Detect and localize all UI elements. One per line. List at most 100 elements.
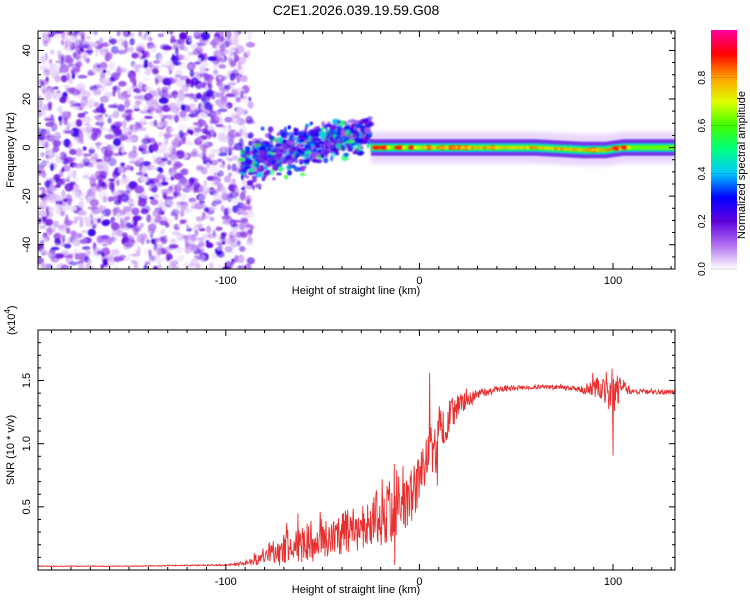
heatmap-cell [114, 228, 123, 236]
heatmap-cell [219, 53, 225, 59]
heatmap-cell [103, 91, 113, 98]
heatmap-cell [197, 42, 207, 47]
snr-multiplier-base: (x10 [6, 314, 18, 335]
heatmap-cell [119, 257, 125, 261]
heatmap-cell [38, 236, 48, 244]
heatmap-cell [68, 79, 74, 84]
heatmap-cell [167, 66, 171, 70]
heatmap-cell [245, 119, 255, 125]
heatmap-cell [178, 129, 184, 139]
heatmap-cell [208, 153, 215, 159]
heatmap-cell [117, 49, 127, 55]
heatmap-cell [247, 32, 252, 41]
spectrogram-frame [37, 30, 676, 270]
heatmap-cell [297, 142, 304, 146]
heatmap-cell [188, 197, 196, 202]
heatmap-cell [326, 142, 333, 148]
heatmap-cell [59, 96, 67, 104]
colorbar-tick-label: 0.8 [697, 70, 708, 84]
heatmap-cell [368, 121, 373, 126]
heatmap-cell [300, 165, 308, 169]
heatmap-cell [190, 77, 199, 86]
heatmap-cell [46, 207, 56, 214]
heatmap-cell [303, 140, 309, 143]
heatmap-cell [216, 52, 222, 61]
heatmap-cell [333, 145, 337, 151]
heatmap-cell [45, 179, 51, 189]
heatmap-cell [338, 137, 343, 142]
heatmap-cell [124, 99, 130, 108]
heatmap-cell [198, 112, 208, 119]
heatmap-cell [99, 215, 104, 221]
heatmap-cell [175, 99, 185, 106]
carrier-core [455, 146, 459, 149]
heatmap-cell [77, 209, 87, 217]
heatmap-cell [329, 136, 334, 140]
snr-xtick-label: -100 [215, 576, 237, 588]
heatmap-cell [339, 134, 346, 137]
heatmap-cell [266, 161, 273, 168]
heatmap-cell [220, 205, 225, 213]
carrier-core [433, 146, 437, 149]
carrier-core [489, 146, 493, 149]
carrier-core [569, 148, 573, 151]
heatmap-cell [82, 111, 89, 115]
heatmap-cell [278, 165, 284, 172]
heatmap-cell [55, 174, 61, 180]
heatmap-cell [329, 124, 335, 130]
heatmap-cell [229, 191, 239, 199]
heatmap-cell [112, 128, 123, 134]
heatmap-cell [223, 206, 232, 216]
heatmap-cell [101, 208, 112, 217]
snr-ytick-label: 0.5 [21, 499, 33, 514]
heatmap-cell [204, 91, 211, 97]
snr-xlabel: Height of straight line (km) [292, 584, 420, 596]
heatmap-cell [222, 124, 231, 134]
carrier-core [513, 146, 518, 149]
heatmap-cell [85, 35, 92, 40]
carrier-core [442, 146, 446, 149]
heatmap-cell [75, 118, 83, 127]
heatmap-cell [132, 145, 137, 153]
heatmap-cell [60, 264, 70, 269]
heatmap-cell [80, 51, 84, 59]
heatmap-cell [61, 167, 65, 173]
heatmap-cell [303, 134, 307, 138]
heatmap-cell [173, 114, 180, 123]
heatmap-cell [152, 68, 159, 75]
heatmap-cell [64, 40, 72, 47]
heatmap-cell [112, 171, 119, 179]
heatmap-cell [107, 104, 118, 109]
carrier-core [498, 146, 502, 149]
svg-text:(x104): (x104) [3, 305, 18, 335]
heatmap-cell [96, 64, 101, 68]
heatmap-cell [80, 238, 88, 245]
heatmap-cell [84, 126, 95, 133]
heatmap-cell [284, 144, 288, 151]
heatmap-cell [159, 131, 165, 136]
heatmap-cell [135, 157, 142, 165]
heatmap-cell [143, 259, 154, 264]
heatmap-cell [224, 245, 233, 253]
heatmap-cell [337, 119, 341, 125]
heatmap-cell [72, 106, 81, 110]
heatmap-cell [128, 131, 132, 135]
heatmap-cell [266, 154, 273, 158]
heatmap-cell [43, 78, 49, 85]
heatmap-cell [194, 108, 200, 116]
heatmap-cell [302, 153, 310, 159]
heatmap-cell [221, 76, 227, 81]
heatmap-cell [67, 197, 72, 206]
heatmap-cell [72, 177, 80, 183]
heatmap-cell [174, 184, 182, 193]
heatmap-cell [192, 122, 201, 126]
heatmap-cell [236, 240, 241, 247]
heatmap-cell [151, 154, 156, 159]
heatmap-cell [93, 102, 100, 108]
heatmap-cell [230, 36, 239, 44]
heatmap-cell [80, 31, 85, 39]
heatmap-cell [93, 247, 99, 254]
heatmap-cell [199, 199, 205, 204]
heatmap-cell [137, 126, 147, 132]
heatmap-cell [78, 262, 85, 269]
